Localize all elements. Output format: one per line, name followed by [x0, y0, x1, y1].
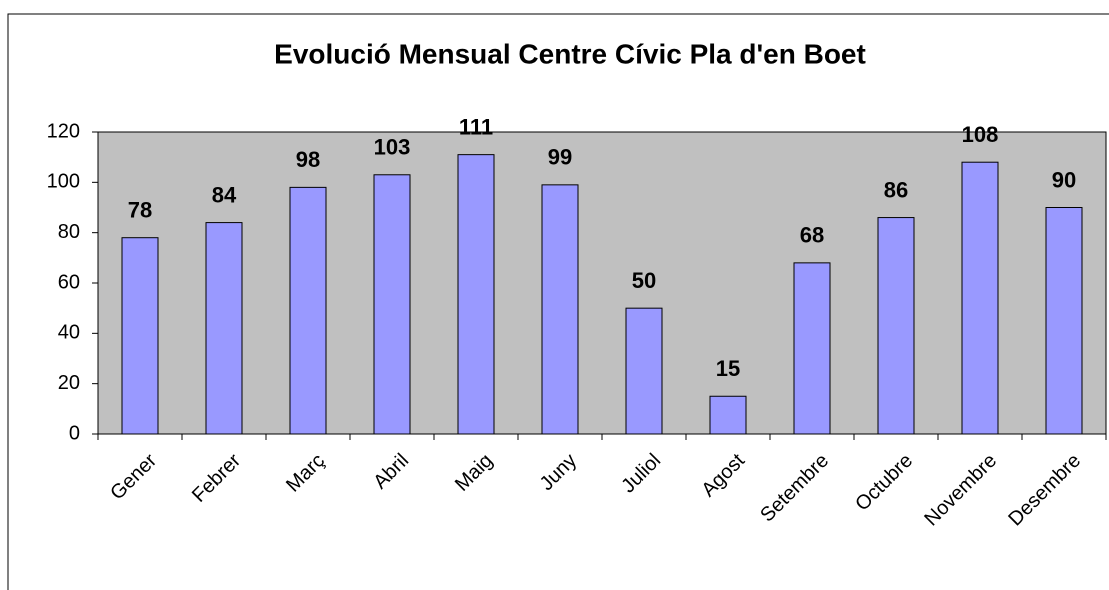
bar [877, 217, 915, 435]
data-label: 98 [296, 147, 320, 172]
bar [457, 154, 495, 435]
data-label: 90 [1052, 167, 1076, 192]
bar [205, 222, 243, 435]
data-label: 50 [632, 268, 656, 293]
plot-area [97, 131, 1107, 435]
bar [1045, 207, 1083, 435]
bar [961, 161, 999, 435]
bar [709, 395, 747, 435]
data-label: 68 [800, 223, 824, 248]
data-label: 108 [962, 122, 999, 147]
chart-title: Evolució Mensual Centre Cívic Pla d'en B… [274, 38, 866, 69]
y-tick-label: 40 [58, 322, 80, 344]
y-tick-label: 120 [47, 120, 80, 142]
y-tick-label: 100 [47, 171, 80, 193]
bar [625, 307, 663, 435]
bar [373, 174, 411, 435]
data-label: 111 [459, 114, 493, 139]
data-label: 15 [716, 356, 740, 381]
chart-frame [7, 13, 1109, 590]
data-label: 84 [212, 182, 237, 207]
y-tick-label: 0 [69, 422, 80, 444]
data-label: 78 [128, 198, 152, 223]
y-tick-label: 80 [58, 221, 80, 243]
y-tick-label: 20 [58, 372, 80, 394]
bar [793, 262, 831, 435]
bar [289, 186, 327, 435]
bar [541, 184, 579, 435]
bar [121, 237, 159, 435]
y-tick-label: 60 [58, 271, 80, 293]
data-label: 99 [548, 145, 572, 170]
data-label: 103 [374, 135, 411, 160]
data-label: 86 [884, 177, 908, 202]
